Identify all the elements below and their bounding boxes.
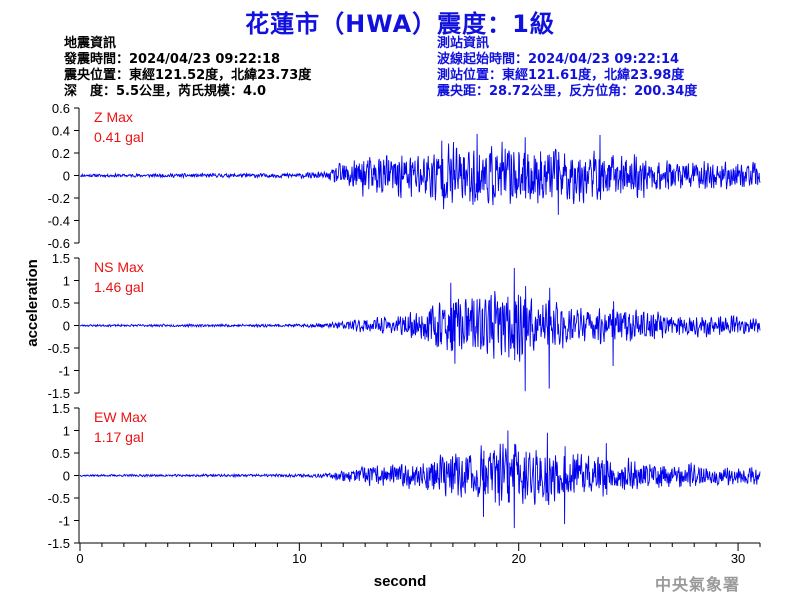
wave-start-time: 波線起始時間：2024/04/23 09:22:14 [437, 52, 680, 67]
panel-ew: -1.5 -1 -0.5 0 0.5 1 1.5 EW Max 1.17 gal [48, 401, 761, 551]
x-tick-label: 10 [292, 551, 306, 566]
max-value-ew: 1.17 gal [94, 429, 144, 445]
trace-z [79, 133, 761, 215]
y-tick-label-z: -0.6 [48, 236, 70, 251]
station-info-block: 測站資訊 波線起始時間：2024/04/23 09:22:14 測站位置：東經1… [437, 36, 697, 100]
y-tick-label-ns: -0.5 [48, 341, 70, 356]
y-tick-label-z: -0.4 [48, 214, 70, 229]
epicentral-distance: 震央距：28.72公里，反方位角：200.34度 [437, 84, 698, 99]
max-label-ew: EW Max [94, 409, 147, 425]
y-tick-label-ew: 0 [63, 469, 70, 484]
max-label-z: Z Max [94, 109, 133, 125]
x-tick-label: 0 [76, 551, 83, 566]
y-tick-label-ns: -1.5 [48, 386, 70, 401]
y-tick-label-ew: -1.5 [48, 536, 70, 551]
y-tick-label-ew: -1 [58, 514, 70, 529]
y-tick-label-z: -0.2 [48, 191, 70, 206]
station-location: 測站位置：東經121.61度，北緯23.98度 [437, 68, 685, 83]
y-tick-label-z: 0 [63, 169, 70, 184]
agency-stamp: 中央氣象署 [655, 575, 741, 594]
max-label-ns: NS Max [94, 259, 144, 275]
y-tick-label-z: 0.6 [52, 101, 70, 116]
y-tick-label-ew: 0.5 [52, 446, 70, 461]
y-tick-label-ns: 0 [63, 319, 70, 334]
y-tick-label-ns: 0.5 [52, 296, 70, 311]
y-tick-label-ns: 1 [63, 274, 70, 289]
y-tick-label-z: 0.4 [52, 124, 70, 139]
origin-time: 發震時間：2024/04/23 09:22:18 [64, 52, 281, 67]
trace-ew [79, 430, 761, 529]
trace-ns [80, 267, 761, 392]
y-tick-label-ew: 1.5 [52, 401, 70, 416]
y-tick-label-ew: 1 [63, 424, 70, 439]
depth-magnitude: 深 度：5.5公里，芮氏規模：4.0 [64, 84, 267, 99]
panel-ns: -1.5 -1 -0.5 0 0.5 1 1.5 NS Max 1.46 gal [48, 251, 761, 401]
panel-z: -0.6 -0.4 -0.2 0 0.2 0.4 0.6 Z Max 0.41 gal [48, 101, 761, 251]
x-axis: 0 10 20 30 [76, 542, 761, 566]
max-value-z: 0.41 gal [94, 129, 144, 145]
epicenter-location: 震央位置：東經121.52度，北緯23.73度 [64, 68, 312, 83]
x-tick-label: 30 [731, 551, 745, 566]
max-value-ns: 1.46 gal [94, 279, 144, 295]
x-axis-label: second [374, 573, 427, 590]
page-title: 花蓮市（HWA）震度：1級 [245, 10, 555, 38]
quake-info-block: 地震資訊 發震時間：2024/04/23 09:22:18 震央位置：東經121… [64, 36, 311, 100]
y-tick-label-ns: 1.5 [52, 251, 70, 266]
quake-info-heading: 地震資訊 [64, 36, 117, 51]
y-tick-label-ns: -1 [58, 364, 70, 379]
y-tick-label-ew: -0.5 [48, 491, 70, 506]
x-tick-label: 20 [511, 551, 525, 566]
y-axis-label: acceleration [24, 259, 41, 347]
station-info-heading: 測站資訊 [437, 36, 490, 51]
y-tick-label-z: 0.2 [52, 146, 70, 161]
